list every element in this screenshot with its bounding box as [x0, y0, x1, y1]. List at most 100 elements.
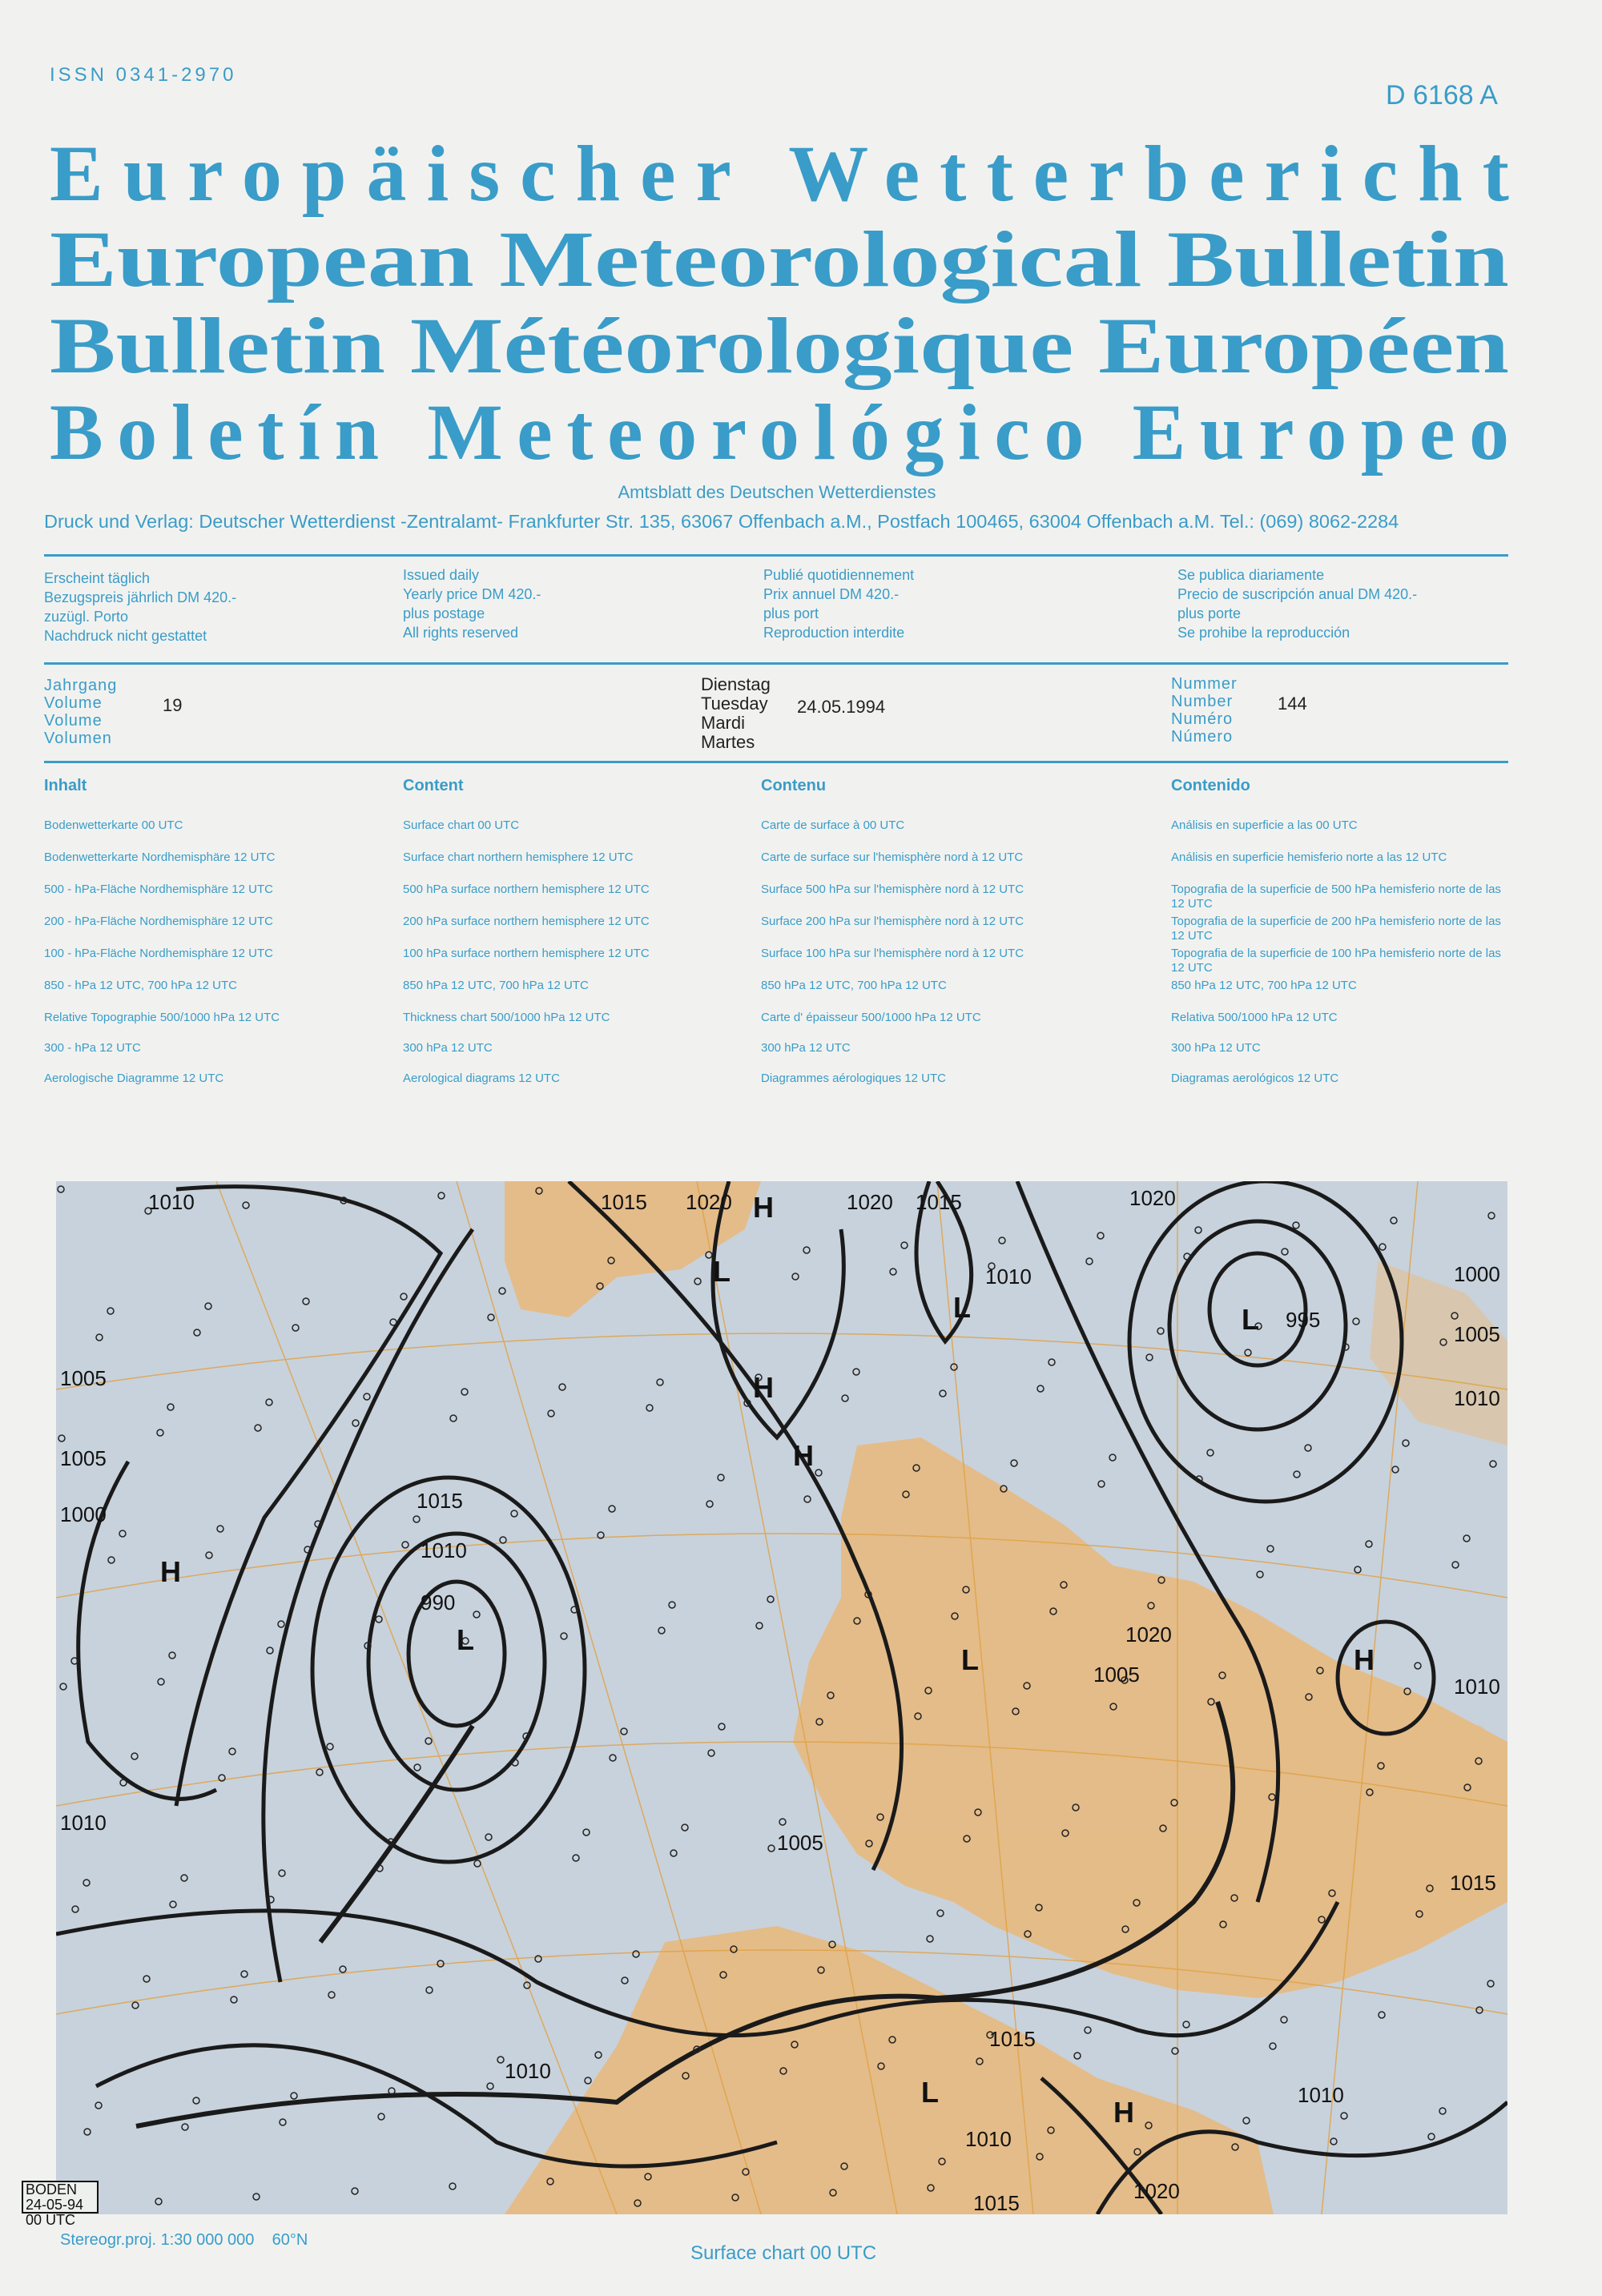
station-marker [304, 1546, 312, 1554]
station-marker [1378, 2011, 1386, 2019]
contents-heading: Content [403, 777, 464, 794]
info-line: plus postage [403, 605, 485, 621]
station-marker [1402, 1439, 1410, 1447]
isobar-label: 1005 [1093, 1663, 1140, 1687]
station-marker [1157, 1576, 1165, 1584]
station-marker [876, 1813, 884, 1821]
station-marker [497, 2056, 505, 2064]
isobar-label: 1000 [60, 1502, 107, 1526]
station-marker [1316, 1667, 1324, 1675]
station-marker [364, 1642, 372, 1650]
contents-item: 300 - hPa 12 UTC [44, 1041, 141, 1055]
station-marker [1427, 2133, 1435, 2141]
station-marker [594, 2051, 602, 2059]
station-marker [1451, 1561, 1459, 1569]
station-marker [352, 1419, 360, 1427]
title-english: European Meteorological Bulletin [50, 215, 1509, 304]
station-marker [1366, 1788, 1374, 1796]
station-marker [694, 1277, 702, 1285]
station-marker [413, 1763, 421, 1771]
station-marker [705, 1251, 713, 1259]
station-marker [240, 1970, 248, 1978]
station-marker [755, 1373, 763, 1381]
station-marker [1207, 1698, 1215, 1706]
low-pressure-label: L [961, 1643, 979, 1676]
station-marker [510, 1510, 518, 1518]
station-marker [1487, 1980, 1495, 1988]
contents-item: 200 - hPa-Fläche Nordhemisphäre 12 UTC [44, 915, 273, 928]
isobar-label: 1010 [965, 2127, 1012, 2151]
station-marker [168, 1651, 176, 1659]
station-marker [388, 2087, 396, 2095]
contents-item: Carte d' épaisseur 500/1000 hPa 12 UTC [761, 1011, 981, 1024]
station-marker [228, 1747, 236, 1755]
isobar-label: 1015 [417, 1489, 463, 1513]
weekday-label: Martes [701, 732, 755, 752]
station-marker [363, 1393, 371, 1401]
info-german: Erscheint täglich Bezugspreis jährlich DM… [44, 569, 236, 645]
station-marker [558, 1383, 566, 1391]
station-marker [841, 1394, 849, 1402]
station-marker [998, 1236, 1006, 1245]
high-pressure-label: H [793, 1439, 814, 1472]
isobar-label: 1015 [989, 2027, 1036, 2051]
isobar-label: 1015 [601, 1190, 647, 1214]
station-marker [1023, 1682, 1031, 1690]
volume-label: Volume [44, 712, 103, 730]
masthead: Europäischer Wetterbericht European Mete… [50, 129, 1509, 476]
station-marker [267, 1896, 275, 1904]
contents-item: 850 hPa 12 UTC, 700 hPa 12 UTC [761, 979, 947, 992]
station-marker [1073, 2052, 1081, 2060]
station-marker [951, 1612, 959, 1620]
station-marker [1451, 1312, 1459, 1320]
station-marker [1097, 1232, 1105, 1240]
station-marker [278, 1869, 286, 1877]
number-labels: Nummer Number Numéro Número [1171, 675, 1238, 746]
station-marker [791, 1273, 799, 1281]
station-marker [155, 2197, 163, 2206]
map-caption: Surface chart 00 UTC [690, 2242, 877, 2264]
station-marker [1206, 1449, 1214, 1457]
station-marker [1489, 1460, 1497, 1468]
station-marker [1145, 1353, 1153, 1361]
station-marker [779, 1818, 787, 1826]
station-marker [119, 1530, 127, 1538]
station-marker [181, 2123, 189, 2131]
contents-item: Análisis en superficie hemisferio norte … [1171, 850, 1447, 864]
contents-item: Bodenwetterkarte 00 UTC [44, 818, 183, 832]
volume-label: Volume [44, 694, 103, 712]
station-marker [803, 1246, 811, 1254]
station-marker [1266, 1545, 1274, 1553]
station-marker [1463, 1783, 1471, 1791]
weekday-labels: Dienstag Tuesday Mardi Martes [701, 675, 771, 752]
station-marker [902, 1490, 910, 1498]
number-label: Numéro [1171, 710, 1234, 728]
station-marker [1171, 2047, 1179, 2055]
station-marker [376, 1864, 384, 1872]
station-marker [1072, 1803, 1080, 1811]
station-marker [351, 2187, 359, 2195]
station-marker [57, 1185, 65, 1193]
station-marker [167, 1403, 175, 1411]
station-marker [499, 1536, 507, 1544]
contents-item: Thickness chart 500/1000 hPa 12 UTC [403, 1011, 610, 1024]
station-marker [718, 1723, 726, 1731]
info-spanish: Se publica diariamente Precio de suscripc… [1177, 565, 1417, 642]
contents-item: Surface 500 hPa sur l'hemisphère nord à … [761, 883, 1024, 896]
station-marker [1145, 2121, 1153, 2129]
station-marker [252, 2193, 260, 2201]
isobar-label: 1010 [421, 1538, 467, 1562]
station-marker [1121, 1925, 1129, 1933]
contents-item: Diagrammes aérologiques 12 UTC [761, 1072, 946, 1085]
station-marker [498, 1287, 506, 1295]
number-label: Nummer [1171, 675, 1238, 693]
station-marker [767, 1844, 775, 1852]
station-marker [621, 1976, 629, 1984]
contents-item: Bodenwetterkarte Nordhemisphäre 12 UTC [44, 850, 276, 864]
station-marker [939, 1389, 947, 1397]
station-marker [1231, 2143, 1239, 2151]
divider [44, 761, 1508, 763]
isobar-label: 1010 [1454, 1386, 1500, 1410]
station-marker [83, 1879, 91, 1887]
station-marker [1109, 1454, 1117, 1462]
